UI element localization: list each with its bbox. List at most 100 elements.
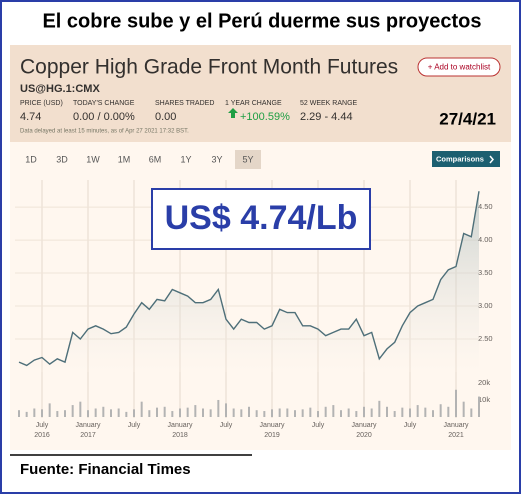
volume-bar: [455, 389, 457, 417]
x-tick-label: January: [76, 422, 101, 429]
volume-bar: [478, 396, 480, 417]
stat-value: 0.00: [155, 111, 176, 123]
volume-bar: [186, 407, 189, 417]
volume-bar: [217, 399, 220, 417]
volume-bar: [432, 410, 434, 417]
volume-bar: [317, 411, 319, 417]
y-tick-label: 4.00: [478, 235, 493, 244]
range-option[interactable]: 3D: [56, 154, 68, 164]
x-tick-label: 2018: [172, 432, 188, 439]
volume-bar: [18, 410, 20, 417]
volume-bar: [202, 408, 204, 417]
comparisons-label[interactable]: Comparisons: [436, 154, 484, 163]
volume-bar: [447, 406, 450, 417]
watchlist-button[interactable]: [417, 57, 501, 77]
volume-bar: [71, 405, 74, 417]
source: Fuente: Financial Times: [20, 461, 191, 478]
x-tick-label: 2017: [80, 432, 96, 439]
volume-bar: [271, 409, 273, 417]
volume-bar: [378, 400, 381, 417]
price-area: [19, 191, 479, 372]
x-tick-label: 2020: [356, 432, 372, 439]
volume-bar: [363, 406, 365, 417]
volume-bar: [386, 406, 388, 417]
volume-bar: [179, 408, 181, 417]
volume-bar: [94, 408, 97, 417]
x-tick-label: January: [260, 422, 285, 429]
up-arrow: [228, 108, 238, 118]
stat-label: PRICE (USD): [20, 100, 63, 107]
volume-bar: [340, 410, 342, 417]
y2-tick-label: 20k: [478, 378, 490, 387]
volume-bar: [255, 410, 258, 417]
volume-bar: [102, 406, 105, 417]
volume-bar: [278, 408, 281, 417]
volume-bar: [232, 408, 235, 417]
volume-bar: [133, 409, 135, 417]
range-option[interactable]: 1Y: [180, 154, 191, 164]
volume-bar: [64, 410, 66, 417]
x-tick-label: January: [168, 422, 193, 429]
volume-bar: [370, 408, 373, 417]
x-tick-label: 2021: [448, 432, 464, 439]
range-selected[interactable]: [235, 150, 261, 169]
volume-bar: [209, 409, 212, 417]
volume-bar: [263, 411, 266, 417]
volume-bar: [393, 411, 396, 417]
y-tick-label: 4.50: [478, 202, 493, 211]
y-tick-label: 2.50: [478, 334, 493, 343]
range-option[interactable]: 5Y: [242, 154, 253, 164]
range-option[interactable]: 1M: [118, 154, 131, 164]
x-tick-label: 2019: [264, 432, 280, 439]
volume-bar: [409, 408, 411, 417]
date: 27/4/21: [439, 109, 496, 128]
x-tick-label: 2016: [34, 432, 50, 439]
volume-bar: [117, 408, 120, 417]
range-option[interactable]: 6M: [149, 154, 162, 164]
price-line: [18, 191, 480, 367]
callout-box: [151, 188, 371, 250]
volume-bar: [248, 406, 250, 417]
volume-bar: [140, 401, 143, 417]
stat-label: 52 WEEK RANGE: [300, 100, 358, 107]
y-tick-label: 3.50: [478, 268, 493, 277]
plot: July 2016 January 2017 July January 2018 July Ja…: [15, 180, 493, 439]
volume-bar: [355, 411, 358, 417]
volume-bar: [225, 403, 227, 417]
volume-bar: [439, 404, 442, 417]
volume-bar: [171, 411, 174, 417]
volume-bar: [301, 409, 304, 417]
volume-bar: [194, 405, 197, 417]
volume-bar: [470, 408, 473, 417]
volume-bar: [324, 406, 327, 417]
volume-bar: [294, 410, 296, 417]
callout: US$ 4.74/Lb: [165, 199, 358, 237]
range-option[interactable]: 1W: [86, 154, 100, 164]
stat-value: +100.59%: [240, 111, 290, 123]
x-tick-label: July: [220, 422, 233, 429]
y2-tick-label: 10k: [478, 395, 490, 404]
volume-bar: [286, 408, 289, 417]
volume-bar: [416, 405, 419, 417]
volume-bar: [41, 409, 43, 417]
volume-bar: [110, 409, 112, 417]
stat-label: TODAY'S CHANGE: [73, 100, 135, 107]
x-tick-label: January: [352, 422, 377, 429]
volume-bar: [462, 401, 465, 417]
comparisons-button[interactable]: [432, 151, 500, 167]
volume-bar: [332, 405, 335, 417]
watchlist-label[interactable]: + Add to watchlist: [428, 63, 491, 72]
x-tick-label: July: [36, 422, 49, 429]
chevron: [489, 155, 494, 164]
stat-label: SHARES TRADED: [155, 100, 214, 107]
volume-bar: [33, 408, 36, 417]
range-option[interactable]: 3Y: [211, 154, 222, 164]
volume-bar: [240, 409, 243, 417]
volume-bar: [148, 410, 151, 417]
stat-value: 2.29 - 4.44: [300, 111, 353, 123]
volume-bar: [48, 403, 51, 417]
range-option[interactable]: 1D: [25, 154, 37, 164]
volume-bar: [424, 407, 427, 417]
